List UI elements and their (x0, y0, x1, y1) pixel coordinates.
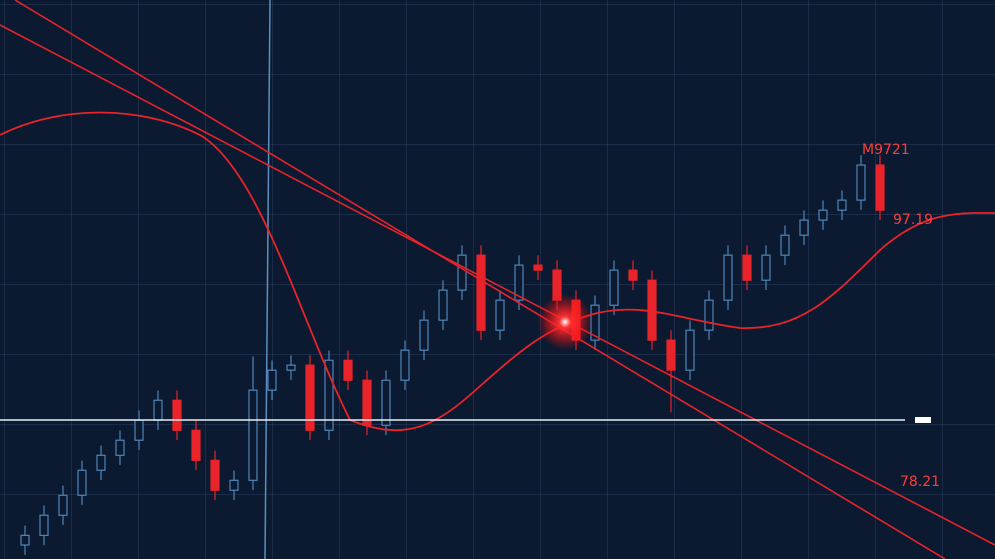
candle-body (476, 254, 486, 331)
candle-body (172, 399, 182, 431)
candle-body (514, 264, 524, 301)
candle-body (343, 359, 353, 381)
candle-body (533, 264, 543, 271)
candle-body (381, 379, 391, 426)
candle-body (875, 164, 885, 211)
candle-body (457, 254, 467, 291)
candle-body (210, 459, 220, 491)
annotation: 97.19 (893, 212, 933, 228)
candle-body (77, 469, 87, 496)
candle-body (419, 319, 429, 351)
moving-average (0, 111, 995, 432)
candle-body (305, 364, 315, 431)
candle-body (115, 439, 125, 456)
glow (537, 294, 593, 350)
candle-body (191, 429, 201, 461)
annotation: M9721 (862, 142, 910, 158)
candle-body (818, 209, 828, 221)
trend-line (0, 24, 995, 546)
candle-body (837, 199, 847, 211)
candle-body (609, 269, 619, 306)
candle-body (799, 219, 809, 236)
candle-body (229, 479, 239, 491)
candle-body (248, 389, 258, 481)
candle-body (742, 254, 752, 281)
candle-body (58, 494, 68, 516)
level-marker (915, 417, 931, 423)
candle-body (666, 339, 676, 371)
candle-body (856, 164, 866, 201)
candle-body (704, 299, 714, 331)
candle-body (438, 289, 448, 321)
candle-body (362, 379, 372, 426)
candle-body (324, 359, 334, 431)
trend-line (14, 0, 946, 559)
candle-body (20, 534, 30, 546)
annotation: 78.21 (900, 474, 940, 490)
candle-body (153, 399, 163, 421)
candle-body (723, 254, 733, 301)
candle-body (647, 279, 657, 341)
candle-body (267, 369, 277, 391)
candle-body (39, 514, 49, 536)
candle-body (96, 454, 106, 471)
candle-body (628, 269, 638, 281)
candle-body (400, 349, 410, 381)
cursor-line (264, 0, 271, 559)
candle-body (286, 364, 296, 371)
candle-body (761, 254, 771, 281)
candle-body (780, 234, 790, 256)
candle-body (685, 329, 695, 371)
candle-body (134, 419, 144, 441)
candles (20, 155, 885, 555)
candle-body (495, 299, 505, 331)
